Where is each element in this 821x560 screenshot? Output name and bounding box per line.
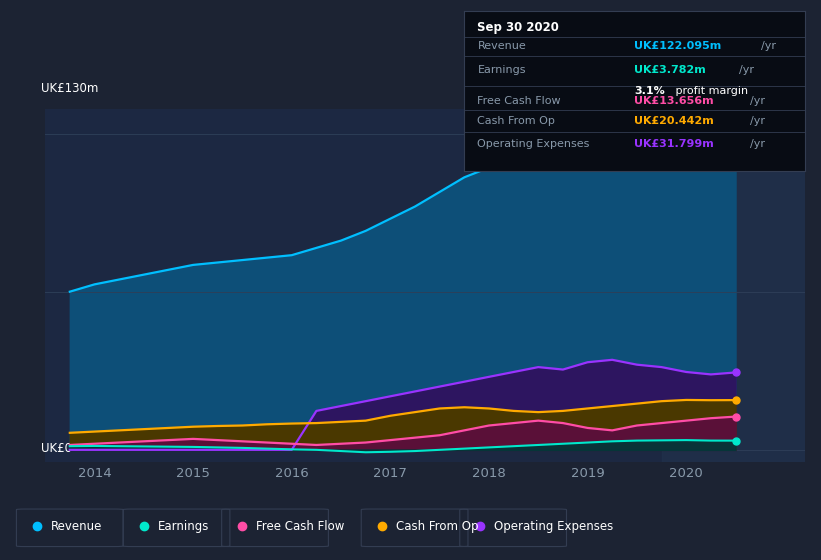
Text: UK£130m: UK£130m bbox=[41, 82, 99, 95]
Text: /yr: /yr bbox=[761, 41, 777, 52]
Text: profit margin: profit margin bbox=[672, 86, 748, 96]
Text: UK£3.782m: UK£3.782m bbox=[635, 66, 706, 75]
Text: UK£0: UK£0 bbox=[41, 442, 72, 455]
Text: Cash From Op: Cash From Op bbox=[478, 116, 555, 127]
Bar bbox=[662, 109, 805, 462]
Text: UK£122.095m: UK£122.095m bbox=[635, 41, 722, 52]
Text: Earnings: Earnings bbox=[478, 66, 526, 75]
Text: 3.1%: 3.1% bbox=[635, 86, 665, 96]
Text: UK£13.656m: UK£13.656m bbox=[635, 96, 713, 106]
Text: UK£31.799m: UK£31.799m bbox=[635, 139, 714, 148]
Text: /yr: /yr bbox=[750, 116, 765, 127]
Text: Operating Expenses: Operating Expenses bbox=[494, 520, 613, 533]
Text: Earnings: Earnings bbox=[158, 520, 209, 533]
Text: Free Cash Flow: Free Cash Flow bbox=[478, 96, 561, 106]
Text: Sep 30 2020: Sep 30 2020 bbox=[478, 21, 559, 34]
Text: Revenue: Revenue bbox=[51, 520, 103, 533]
Text: Cash From Op: Cash From Op bbox=[396, 520, 478, 533]
Text: Free Cash Flow: Free Cash Flow bbox=[256, 520, 345, 533]
Text: Operating Expenses: Operating Expenses bbox=[478, 139, 589, 148]
Text: UK£20.442m: UK£20.442m bbox=[635, 116, 714, 127]
Text: /yr: /yr bbox=[750, 139, 765, 148]
Text: Revenue: Revenue bbox=[478, 41, 526, 52]
Text: /yr: /yr bbox=[739, 66, 754, 75]
Text: /yr: /yr bbox=[750, 96, 765, 106]
